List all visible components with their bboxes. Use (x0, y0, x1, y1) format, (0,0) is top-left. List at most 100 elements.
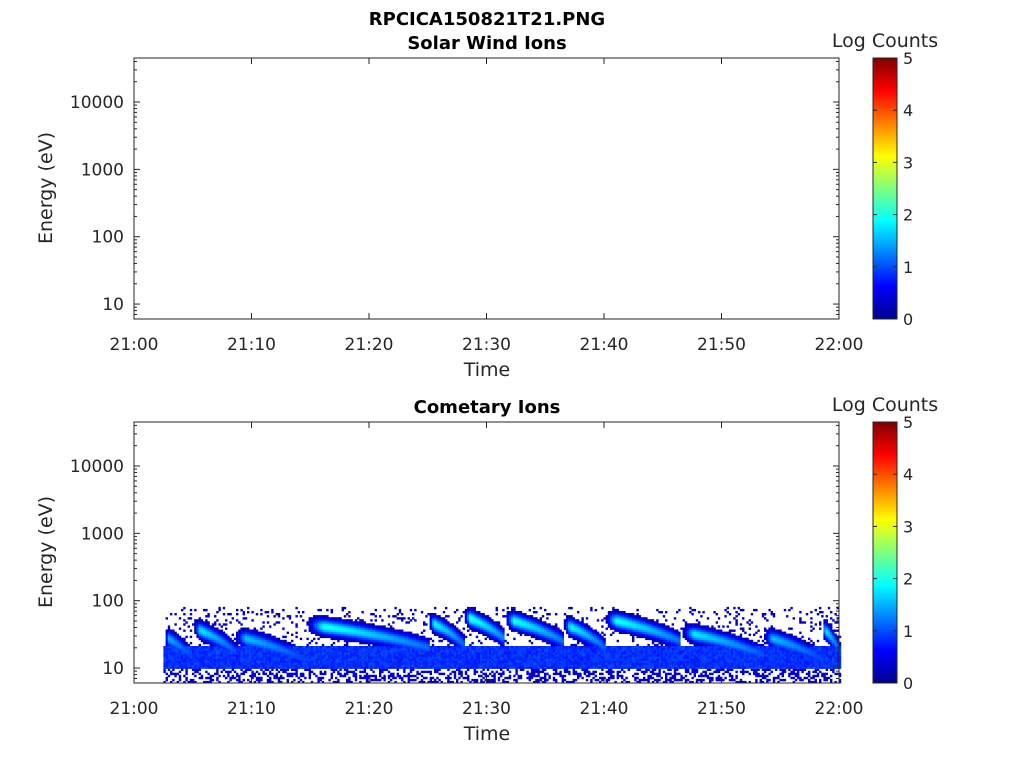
spectrogram-cell (354, 666, 358, 669)
spectrogram-cell (222, 606, 226, 610)
spectrogram-cell (354, 633, 358, 636)
spectrogram-cell (365, 631, 369, 634)
spectrogram-cell (258, 658, 261, 661)
spectrogram-cell (251, 639, 254, 643)
spectrogram-cell (337, 658, 340, 661)
spectrogram-cell (601, 648, 604, 651)
spectrogram-cell (572, 670, 575, 674)
spectrogram-cell (240, 680, 243, 684)
spectrogram-cell (387, 664, 391, 667)
spectrogram-cell (172, 633, 175, 636)
spectrogram-cell (429, 664, 432, 667)
spectrogram-cell (583, 643, 586, 647)
spectrogram-cell (313, 662, 316, 665)
spectrogram-cell (412, 633, 415, 636)
spectrogram-cell (504, 660, 507, 663)
spectrogram-cell (550, 641, 553, 645)
spectrogram-cell (185, 643, 188, 647)
spectrogram-cell (548, 666, 551, 669)
spectrogram-cell (522, 654, 525, 657)
spectrogram-cell (244, 654, 248, 657)
spectrogram-cell (203, 629, 206, 632)
spectrogram-cell (236, 633, 239, 636)
spectrogram-cell (526, 621, 529, 624)
spectrogram-cell (383, 678, 386, 682)
spectrogram-cell (500, 646, 503, 649)
spectrogram-cell (231, 643, 234, 647)
spectrogram-cell (271, 666, 274, 669)
spectrogram-cell (548, 676, 551, 680)
spectrogram-cell (200, 658, 204, 661)
spectrogram-cell (568, 606, 571, 610)
spectrogram-cell (618, 654, 622, 657)
spectrogram-cell (447, 652, 450, 655)
spectrogram-cell (409, 635, 413, 639)
spectrogram-cell (572, 664, 575, 667)
spectrogram-cell (588, 666, 591, 669)
spectrogram-cell (456, 666, 459, 669)
spectrogram-cell (376, 641, 380, 645)
spectrogram-cell (594, 641, 597, 645)
spectrogram-cell (420, 641, 424, 645)
spectrogram-cell (407, 648, 410, 651)
spectrogram-cell (341, 664, 344, 667)
spectrogram-cell (572, 643, 575, 647)
spectrogram-cell (566, 621, 569, 624)
spectrogram-cell (436, 656, 439, 659)
spectrogram-cell (513, 664, 516, 667)
spectrogram-cell (227, 670, 230, 674)
spectrogram-cell (583, 664, 586, 667)
spectrogram-cell (365, 672, 369, 676)
spectrogram-cell (590, 672, 593, 676)
spectrogram-cell (185, 662, 188, 665)
spectrogram-cell (445, 633, 448, 636)
spectrogram-cell (462, 627, 465, 630)
spectrogram-cell (381, 668, 384, 671)
spectrogram-cell (332, 656, 336, 659)
spectrogram-cell (588, 658, 591, 661)
spectrogram-cell (541, 666, 545, 669)
spectrogram-cell (244, 670, 248, 674)
spectrogram-cell (462, 676, 465, 680)
spectrogram-cell (581, 633, 584, 636)
spectrogram-cell (486, 627, 490, 630)
spectrogram-cell (225, 648, 228, 651)
spectrogram-cell (431, 621, 435, 624)
spectrogram-cell (392, 631, 395, 634)
spectrogram-cell (260, 668, 263, 671)
spectrogram-cell (618, 662, 622, 665)
spectrogram-cell (458, 672, 461, 676)
spectrogram-cell (262, 648, 265, 651)
spectrogram-cell (546, 648, 549, 651)
spectrogram-cell (548, 660, 551, 663)
spectrogram-cell (467, 621, 470, 624)
spectrogram-cell (363, 641, 366, 645)
spectrogram-cell (460, 641, 463, 645)
spectrogram-cell (423, 650, 426, 653)
spectrogram-cell (566, 629, 569, 632)
spectrogram-cell (570, 627, 573, 630)
spectrogram-cell (172, 639, 175, 643)
spectrogram-cell (350, 629, 353, 632)
spectrogram-cell (269, 646, 272, 649)
spectrogram-cell (610, 650, 613, 653)
spectrogram-cell (416, 652, 419, 655)
spectrogram-cell (185, 648, 188, 651)
spectrogram-cell (552, 625, 556, 628)
spectrogram-cell (398, 646, 402, 649)
spectrogram-cell (581, 627, 584, 630)
spectrogram-cell (603, 639, 606, 643)
spectrogram-cell (596, 666, 600, 669)
spectrogram-cell (535, 652, 538, 655)
spectrogram-cell (170, 631, 173, 634)
spectrogram-cell (594, 646, 597, 649)
spectrogram-cell (385, 666, 388, 669)
spectrogram-cell (315, 654, 318, 657)
spectrogram-cell (612, 656, 615, 659)
spectrogram-cell (555, 631, 558, 634)
spectrogram-cell (475, 658, 479, 661)
spectrogram-cell (621, 676, 624, 680)
spectrogram-cell (491, 670, 494, 674)
spectrogram-cell (328, 633, 331, 636)
spectrogram-cell (277, 613, 281, 616)
